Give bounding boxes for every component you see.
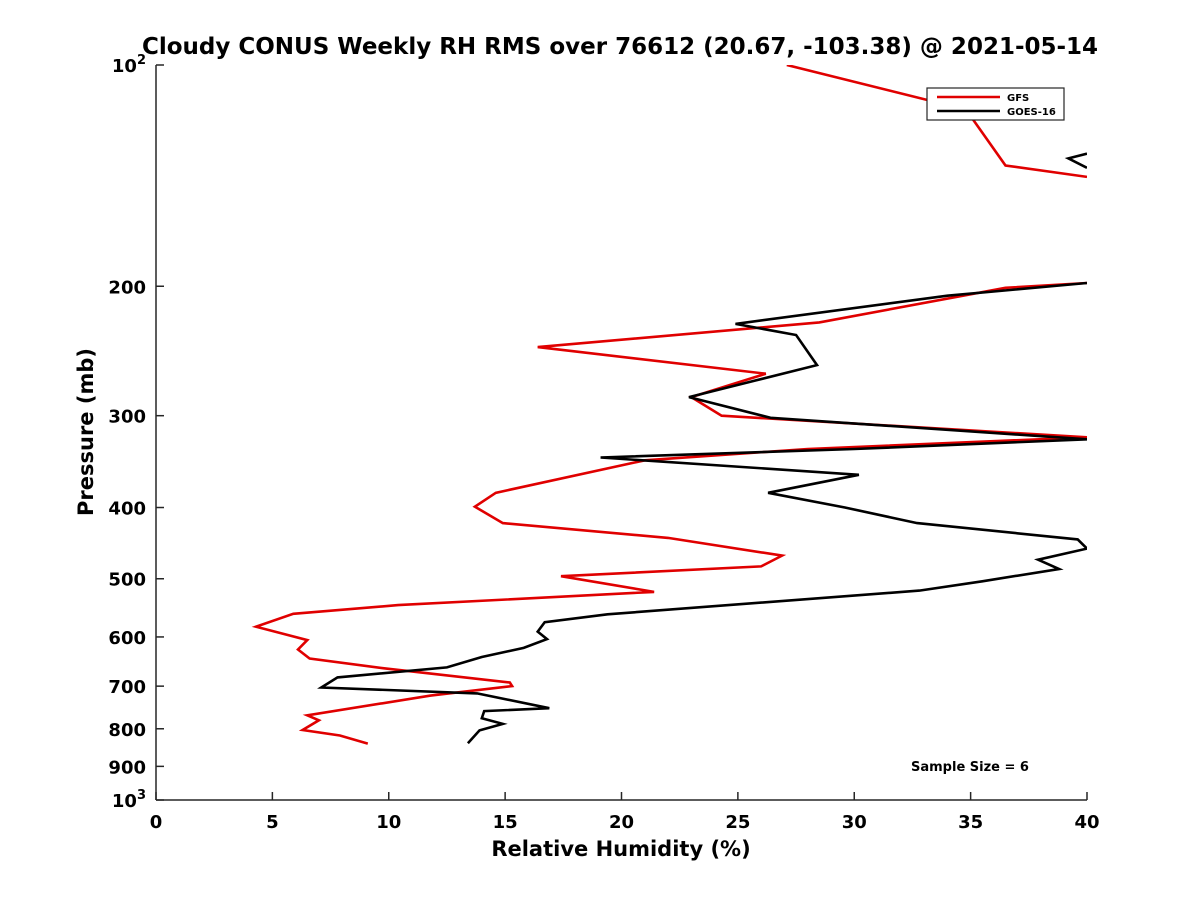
y-axis-ticks: 102 200 300 400 500 600 700 800 900 103: [108, 53, 164, 812]
chart-title: Cloudy CONUS Weekly RH RMS over 76612 (2…: [142, 34, 1098, 60]
y-axis-label: Pressure (mb): [74, 348, 98, 516]
y-tick-label: 800: [108, 720, 146, 741]
x-tick-label: 35: [958, 812, 983, 833]
legend-label-gfs: GFS: [1007, 93, 1029, 104]
legend: GFS GOES-16: [926, 87, 1065, 121]
y-tick-label: 103: [112, 788, 146, 812]
x-tick-label: 30: [842, 812, 867, 833]
series-layer: [251, 65, 1087, 745]
y-tick-label: 400: [108, 499, 146, 520]
x-tick-label: 15: [493, 812, 518, 833]
legend-box: [926, 87, 1065, 121]
sample-size-annotation: Sample Size = 6: [911, 760, 1029, 775]
series-line-goes16: [317, 152, 1087, 745]
y-tick-label: 200: [108, 277, 146, 298]
x-axis-ticks: 0 5 10 15 20 25 30 35 40: [150, 792, 1100, 833]
x-tick-label: 25: [725, 812, 750, 833]
legend-label-goes16: GOES-16: [1007, 107, 1056, 118]
x-tick-label: 40: [1074, 812, 1099, 833]
x-tick-label: 20: [609, 812, 634, 833]
y-tick-label: 600: [108, 628, 146, 649]
x-tick-label: 10: [376, 812, 401, 833]
x-tick-label: 0: [150, 812, 163, 833]
x-tick-label: 5: [266, 812, 279, 833]
x-axis-label: Relative Humidity (%): [491, 837, 750, 861]
y-tick-label: 102: [112, 53, 146, 77]
y-tick-label: 700: [108, 677, 146, 698]
y-tick-label: 300: [108, 407, 146, 428]
y-tick-label: 500: [108, 570, 146, 591]
y-tick-label: 900: [108, 757, 146, 778]
